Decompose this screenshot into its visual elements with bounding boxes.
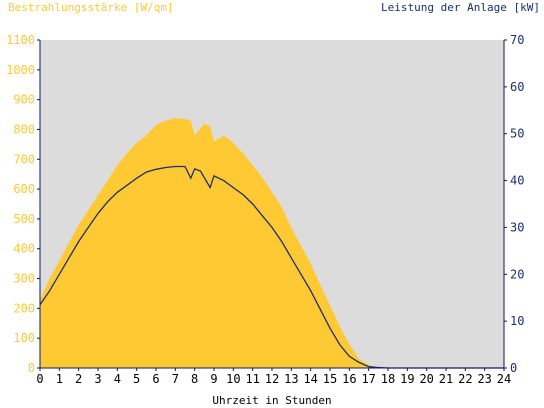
left-tick-label: 0 (28, 361, 35, 375)
irradiance-area (40, 118, 504, 368)
x-tick-label: 9 (210, 372, 217, 386)
right-tick-label: 30 (510, 220, 524, 234)
right-tick-label: 70 (510, 33, 524, 47)
x-tick-label: 11 (245, 372, 259, 386)
x-tick-label: 10 (226, 372, 240, 386)
x-tick-label: 17 (361, 372, 375, 386)
x-tick-label: 5 (133, 372, 140, 386)
x-tick-label: 0 (36, 372, 43, 386)
x-tick-label: 12 (265, 372, 279, 386)
x-tick-label: 20 (419, 372, 433, 386)
right-tick-label: 40 (510, 174, 524, 188)
x-tick-label: 1 (56, 372, 63, 386)
left-tick-label: 100 (13, 331, 35, 345)
x-tick-label: 7 (172, 372, 179, 386)
left-tick-label: 1000 (6, 63, 35, 77)
right-tick-label: 60 (510, 80, 524, 94)
left-tick-label: 500 (13, 212, 35, 226)
left-tick-label: 700 (13, 152, 35, 166)
x-tick-label: 18 (381, 372, 395, 386)
left-tick-label: 200 (13, 301, 35, 315)
left-tick-label: 800 (13, 122, 35, 136)
x-tick-label: 24 (497, 372, 511, 386)
left-axis-title: Bestrahlungsstärke [W/qm] (8, 1, 174, 14)
right-tick-label: 50 (510, 127, 524, 141)
x-tick-label: 15 (323, 372, 337, 386)
x-tick-label: 8 (191, 372, 198, 386)
x-tick-label: 6 (152, 372, 159, 386)
x-tick-label: 3 (94, 372, 101, 386)
right-tick-label: 20 (510, 267, 524, 281)
left-tick-label: 400 (13, 242, 35, 256)
left-tick-label: 300 (13, 272, 35, 286)
x-tick-label: 2 (75, 372, 82, 386)
x-tick-label: 14 (303, 372, 317, 386)
left-tick-label: 600 (13, 182, 35, 196)
left-tick-label: 1100 (6, 33, 35, 47)
x-tick-label: 21 (439, 372, 453, 386)
x-tick-label: 23 (477, 372, 491, 386)
left-tick-label: 900 (13, 93, 35, 107)
power-line (39, 165, 504, 369)
x-tick-label: 22 (458, 372, 472, 386)
right-axis-title: Leistung der Anlage [kW] (381, 1, 540, 14)
right-tick-label: 0 (510, 361, 517, 375)
x-tick-label: 13 (284, 372, 298, 386)
x-tick-label: 19 (400, 372, 414, 386)
x-tick-label: 4 (114, 372, 121, 386)
right-tick-label: 10 (510, 314, 524, 328)
x-tick-label: 16 (342, 372, 356, 386)
x-axis-title: Uhrzeit in Stunden (212, 394, 332, 407)
